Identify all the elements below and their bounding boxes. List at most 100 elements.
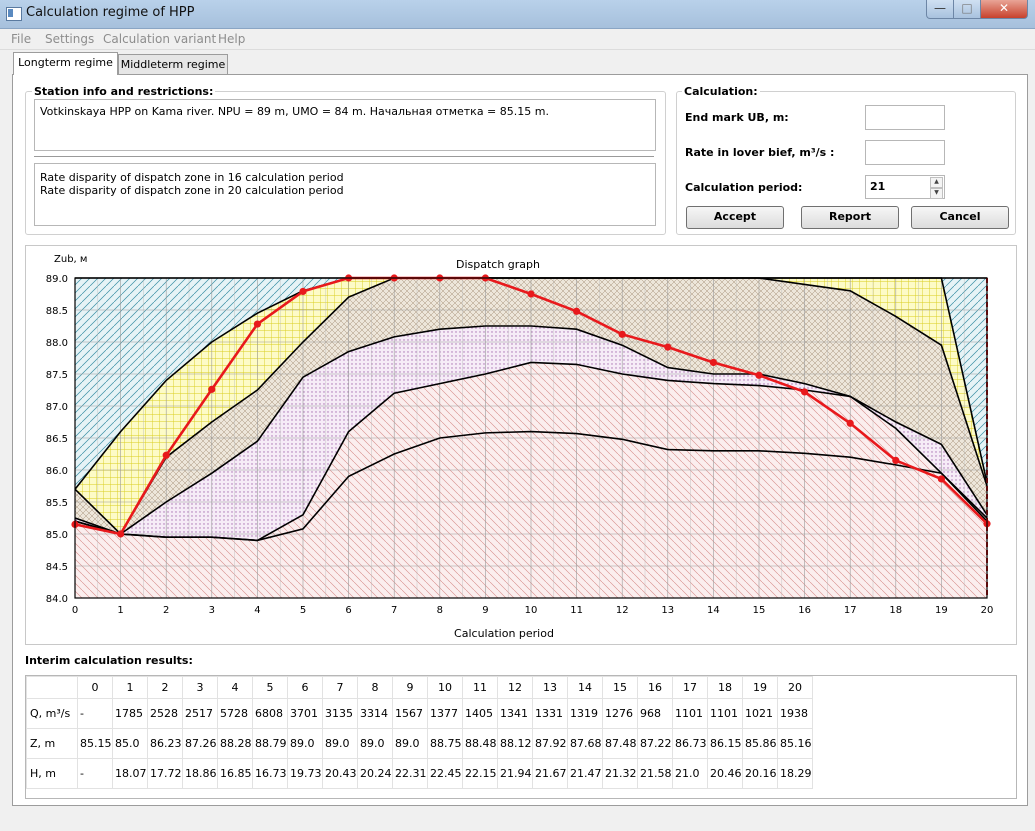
table-cell[interactable]: 20.24	[357, 758, 393, 789]
close-button[interactable]: ✕	[980, 0, 1028, 19]
table-cell[interactable]: 22.31	[392, 758, 428, 789]
table-cell[interactable]: 1021	[742, 698, 778, 729]
table-cell[interactable]: 20.46	[707, 758, 743, 789]
table-cell[interactable]: 88.28	[217, 728, 253, 759]
table-cell[interactable]: 89.0	[357, 728, 393, 759]
cancel-button[interactable]: Cancel	[911, 206, 1009, 229]
y-tick-label: 84.0	[46, 594, 68, 605]
y-tick-label: 86.0	[46, 466, 68, 477]
table-cell[interactable]: -	[77, 758, 113, 789]
table-cell[interactable]: 1377	[427, 698, 463, 729]
table-cell[interactable]: 1101	[672, 698, 708, 729]
tab-middleterm-regime[interactable]: Middleterm regime	[118, 54, 228, 75]
table-cell[interactable]: 1567	[392, 698, 428, 729]
table-cell[interactable]: 88.79	[252, 728, 288, 759]
table-cell[interactable]: 18.29	[777, 758, 813, 789]
table-cell[interactable]: 1276	[602, 698, 638, 729]
menu-help[interactable]: Help	[218, 32, 246, 46]
table-cell[interactable]: 16.85	[217, 758, 253, 789]
divider	[34, 156, 654, 157]
messages-list[interactable]: Rate disparity of dispatch zone in 16 ca…	[34, 163, 656, 226]
column-header: 18	[707, 676, 743, 699]
x-axis-label: Calculation period	[454, 627, 554, 640]
table-cell[interactable]: 22.45	[427, 758, 463, 789]
table-cell[interactable]: 16.73	[252, 758, 288, 789]
table-cell[interactable]: 21.32	[602, 758, 638, 789]
table-cell[interactable]: 86.73	[672, 728, 708, 759]
station-info-text[interactable]: Votkinskaya HPP on Kama river. NPU = 89 …	[34, 99, 656, 151]
menu-calculation-variant[interactable]: Calculation variant	[103, 32, 217, 46]
column-header: 0	[77, 676, 113, 699]
series-point	[573, 307, 581, 315]
table-cell[interactable]: 2517	[182, 698, 218, 729]
table-cell[interactable]: 21.58	[637, 758, 673, 789]
table-cell[interactable]: 85.15	[77, 728, 113, 759]
x-tick-label: 8	[437, 605, 443, 616]
table-cell[interactable]: 1405	[462, 698, 498, 729]
table-cell[interactable]: 88.12	[497, 728, 533, 759]
table-cell[interactable]: 86.15	[707, 728, 743, 759]
series-point	[162, 451, 170, 459]
table-cell[interactable]: 21.47	[567, 758, 603, 789]
table-cell[interactable]: 20.16	[742, 758, 778, 789]
table-cell[interactable]: 87.68	[567, 728, 603, 759]
table-cell[interactable]: 19.73	[287, 758, 323, 789]
column-header: 5	[252, 676, 288, 699]
table-cell[interactable]: 89.0	[287, 728, 323, 759]
table-cell[interactable]: 87.48	[602, 728, 638, 759]
spin-down-icon[interactable]: ▼	[930, 188, 943, 199]
table-cell[interactable]: 1785	[112, 698, 148, 729]
table-cell[interactable]: 2528	[147, 698, 183, 729]
table-cell[interactable]: 86.23	[147, 728, 183, 759]
series-point	[208, 385, 216, 393]
table-cell[interactable]: 17.72	[147, 758, 183, 789]
maximize-button[interactable]: □	[953, 0, 981, 19]
end-mark-input[interactable]	[865, 105, 945, 130]
table-cell[interactable]: 18.86	[182, 758, 218, 789]
accept-button[interactable]: Accept	[686, 206, 784, 229]
menu-settings[interactable]: Settings	[45, 32, 95, 46]
report-button[interactable]: Report	[801, 206, 899, 229]
station-info-title: Station info and restrictions:	[32, 85, 216, 98]
table-cell[interactable]: 1331	[532, 698, 568, 729]
table-cell[interactable]: 3314	[357, 698, 393, 729]
table-cell[interactable]: 1341	[497, 698, 533, 729]
table-cell[interactable]: -	[77, 698, 113, 729]
table-cell[interactable]: 21.0	[672, 758, 708, 789]
table-cell[interactable]: 6808	[252, 698, 288, 729]
rate-input[interactable]	[865, 140, 945, 165]
results-table-box[interactable]: 0 1 2 3 4 5 6 7 8 9 10 11 12 13 14 15 16 17 18 19 20 Q, m³/s -…	[25, 675, 1017, 799]
table-cell[interactable]: 3701	[287, 698, 323, 729]
table-cell[interactable]: 21.67	[532, 758, 568, 789]
table-cell[interactable]: 85.86	[742, 728, 778, 759]
table-cell[interactable]: 3135	[322, 698, 358, 729]
table-cell[interactable]: 1938	[777, 698, 813, 729]
table-row: Z, m 85.15 85.0 86.23 87.26 88.28 88.79 89.0 89.…	[26, 728, 813, 759]
table-cell[interactable]: 5728	[217, 698, 253, 729]
table-cell[interactable]: 85.16	[777, 728, 813, 759]
table-cell[interactable]: 20.43	[322, 758, 358, 789]
table-cell[interactable]: 88.75	[427, 728, 463, 759]
table-cell[interactable]: 87.22	[637, 728, 673, 759]
minimize-button[interactable]: —	[926, 0, 954, 19]
spin-up-icon[interactable]: ▲	[930, 177, 943, 188]
table-cell[interactable]: 85.0	[112, 728, 148, 759]
table-cell[interactable]: 18.07	[112, 758, 148, 789]
table-cell[interactable]: 1101	[707, 698, 743, 729]
table-cell[interactable]: 1319	[567, 698, 603, 729]
table-cell[interactable]: 89.0	[392, 728, 428, 759]
table-cell[interactable]: 88.48	[462, 728, 498, 759]
menu-file[interactable]: File	[11, 32, 32, 46]
x-tick-label: 16	[798, 605, 811, 616]
table-cell[interactable]: 87.92	[532, 728, 568, 759]
table-cell[interactable]: 968	[637, 698, 673, 729]
period-spinbox[interactable]: 21 ▲ ▼	[865, 175, 945, 199]
series-point	[846, 419, 854, 427]
column-header: 20	[777, 676, 813, 699]
table-cell[interactable]: 22.15	[462, 758, 498, 789]
table-cell[interactable]: 21.94	[497, 758, 533, 789]
dispatch-chart: 0 1 2 3 4 5 6 7 8 9 10 11 12 13 14 15 16 17 18 19 2084.084.5…	[46, 254, 994, 640]
table-cell[interactable]: 89.0	[322, 728, 358, 759]
tab-longterm-regime[interactable]: Longterm regime	[13, 52, 118, 75]
table-cell[interactable]: 87.26	[182, 728, 218, 759]
